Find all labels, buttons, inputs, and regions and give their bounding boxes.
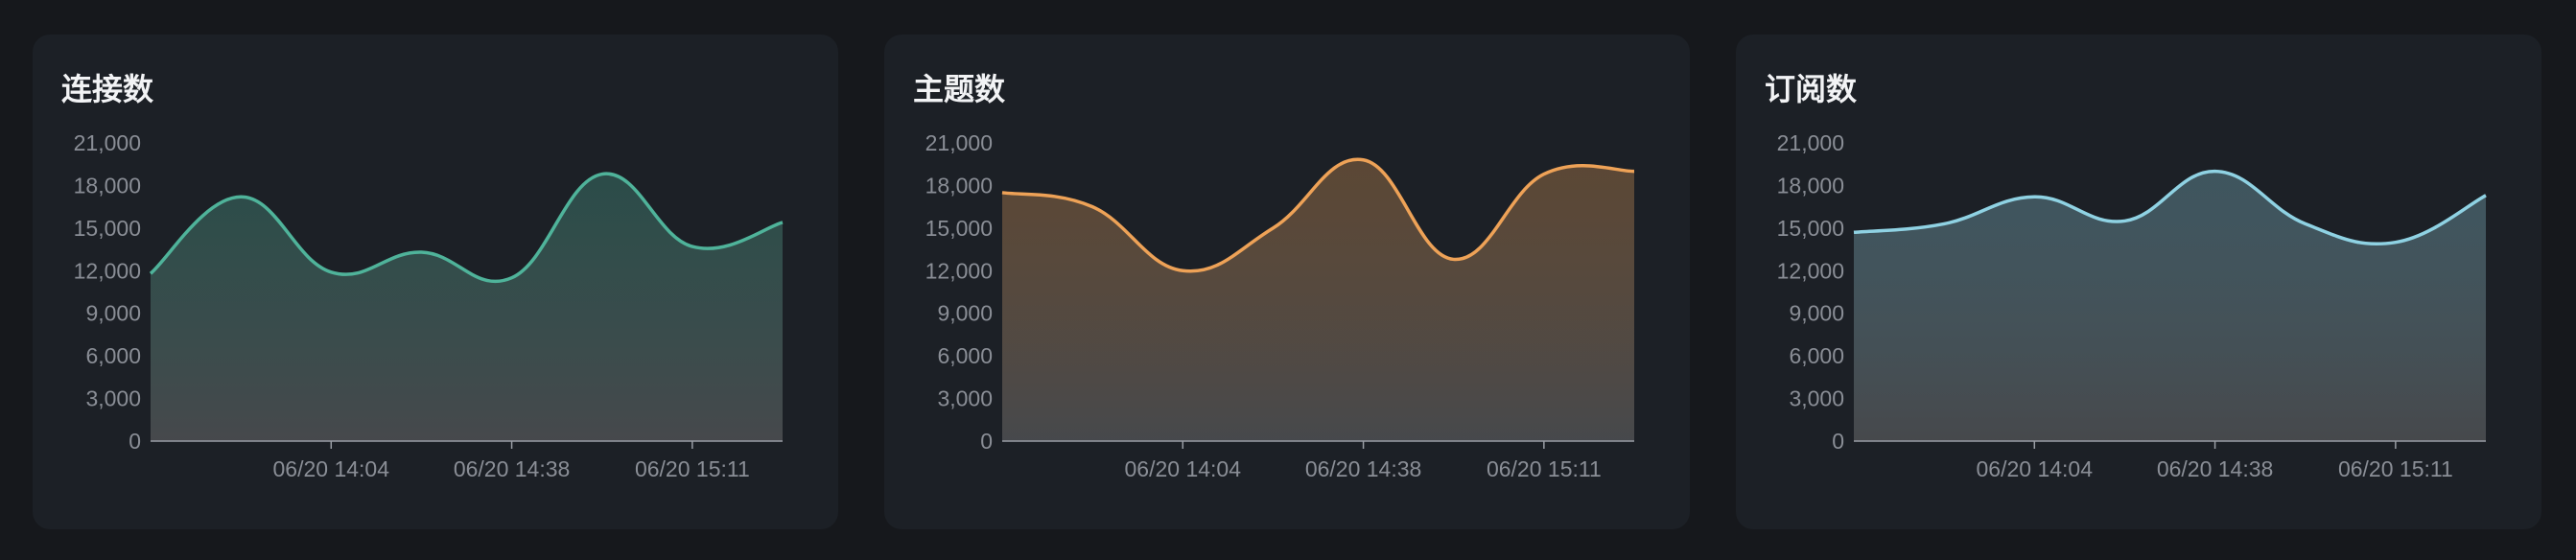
x-tick-label: 06/20 14:04 xyxy=(1125,456,1242,481)
card-title: 连接数 xyxy=(61,71,154,107)
x-tick-label: 06/20 15:11 xyxy=(2338,456,2453,481)
y-tick-label: 6,000 xyxy=(937,343,993,368)
x-tick-label: 06/20 14:04 xyxy=(273,456,390,481)
y-tick-label: 0 xyxy=(1832,429,1844,454)
y-tick-label: 9,000 xyxy=(85,301,141,326)
y-tick-label: 15,000 xyxy=(925,216,993,241)
y-tick-label: 3,000 xyxy=(937,386,993,411)
subscriptions-chart[interactable]: 0 3,000 6,000 9,000 12,000 15,000 18,000 21,000… xyxy=(1736,35,2541,529)
y-tick-label: 6,000 xyxy=(1789,343,1844,368)
topics-card: 主题数 0 3,000 6,000 9,000 12,000 15,000 18,000 21… xyxy=(884,35,1690,529)
x-tick-label: 06/20 14:38 xyxy=(454,456,571,481)
y-tick-label: 15,000 xyxy=(74,216,141,241)
series-line xyxy=(149,172,784,284)
y-tick-label: 18,000 xyxy=(925,173,993,198)
y-tick-label: 21,000 xyxy=(74,130,141,155)
x-tick-label: 06/20 15:11 xyxy=(635,456,750,481)
x-tick-label: 06/20 15:11 xyxy=(1487,456,1602,481)
x-tick-label: 06/20 14:38 xyxy=(2157,456,2274,481)
series-area xyxy=(151,174,783,441)
series-area xyxy=(1854,171,2486,441)
topics-chart[interactable]: 0 3,000 6,000 9,000 12,000 15,000 18,000 21,000… xyxy=(884,35,1690,529)
y-tick-label: 3,000 xyxy=(1789,386,1844,411)
card-title: 主题数 xyxy=(913,71,1006,107)
x-tick-label: 06/20 14:04 xyxy=(1977,456,2094,481)
y-tick-label: 12,000 xyxy=(74,258,141,283)
y-tick-label: 0 xyxy=(980,429,993,454)
series-line xyxy=(1853,169,2487,246)
subscriptions-card: 订阅数 0 3,000 6,000 9,000 12,000 15,000 18,000 21… xyxy=(1736,35,2541,529)
card-title: 订阅数 xyxy=(1765,71,1858,107)
connections-card: 连接数 0 3,000 6,000 9,000 12,000 15,000 18,000 21… xyxy=(33,35,838,529)
y-tick-label: 12,000 xyxy=(925,258,993,283)
y-tick-label: 0 xyxy=(129,429,141,454)
y-tick-label: 9,000 xyxy=(937,301,993,326)
y-tick-label: 21,000 xyxy=(925,130,993,155)
y-tick-label: 9,000 xyxy=(1789,301,1844,326)
y-tick-label: 18,000 xyxy=(1777,173,1844,198)
x-tick-label: 06/20 14:38 xyxy=(1305,456,1422,481)
y-tick-label: 21,000 xyxy=(1777,130,1844,155)
y-tick-label: 15,000 xyxy=(1777,216,1844,241)
y-tick-label: 18,000 xyxy=(74,173,141,198)
series-area xyxy=(1002,159,1634,442)
series-line xyxy=(1001,157,1635,273)
y-tick-label: 12,000 xyxy=(1777,258,1844,283)
connections-chart[interactable]: 0 3,000 6,000 9,000 12,000 15,000 18,000 21,000… xyxy=(33,35,838,529)
y-tick-label: 3,000 xyxy=(85,386,141,411)
y-tick-label: 6,000 xyxy=(85,343,141,368)
